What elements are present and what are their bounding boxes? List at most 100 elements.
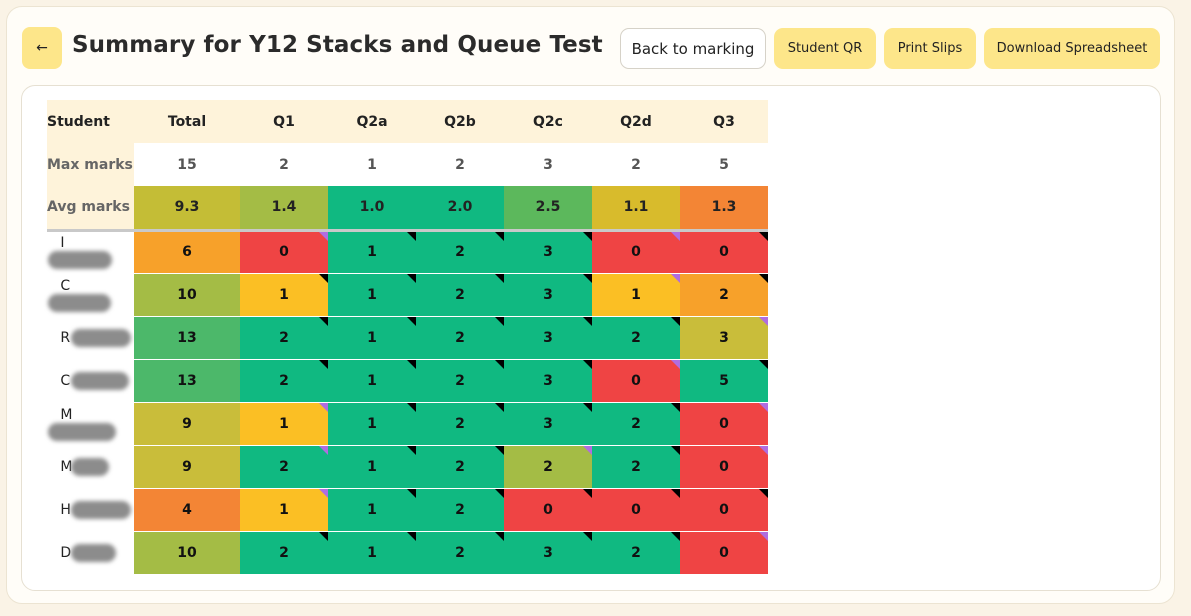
download-spreadsheet-button[interactable]: Download Spreadsheet <box>984 28 1160 69</box>
question-mark-cell[interactable]: 1 <box>328 230 416 274</box>
mark-value: 0 <box>279 244 289 260</box>
mark-value: 1 <box>367 286 377 303</box>
question-mark-cell[interactable]: 0 <box>680 402 768 446</box>
question-mark-cell[interactable]: 2 <box>592 531 680 575</box>
question-mark-cell[interactable]: 1 <box>328 531 416 575</box>
max-mark-cell: 2 <box>240 143 328 186</box>
max-mark-cell: 2 <box>592 143 680 186</box>
question-mark-cell[interactable]: 2 <box>592 402 680 446</box>
mark-value: 0 <box>719 544 729 561</box>
marked-flag-icon <box>671 445 680 455</box>
comment-flag-icon <box>759 531 768 541</box>
mark-value: 2 <box>279 372 289 389</box>
question-mark-cell[interactable]: 1 <box>240 488 328 532</box>
marked-flag-icon <box>319 359 328 369</box>
question-mark-cell[interactable]: 3 <box>504 316 592 360</box>
question-mark-cell[interactable]: 2 <box>416 230 504 274</box>
mark-value: 2 <box>631 415 641 432</box>
mark-value: 2 <box>631 544 641 561</box>
question-mark-cell[interactable]: 3 <box>680 316 768 360</box>
mark-value: 13 <box>177 329 197 346</box>
total-mark-cell: 9 <box>134 445 240 489</box>
mark-value: 2 <box>455 458 465 475</box>
question-mark-cell[interactable]: 1 <box>328 273 416 317</box>
student-row: H 4 1 1 2 0 0 0 <box>47 488 768 532</box>
student-qr-button[interactable]: Student QR <box>774 28 876 69</box>
comment-flag-icon <box>759 316 768 326</box>
mark-value: 10 <box>177 544 197 561</box>
question-mark-cell[interactable]: 2 <box>416 488 504 532</box>
question-mark-cell[interactable]: 1 <box>328 316 416 360</box>
redacted-name <box>48 293 111 312</box>
mark-value: 2 <box>719 286 729 303</box>
back-button[interactable]: ← <box>22 27 62 69</box>
mark-value: 1 <box>367 415 377 432</box>
question-mark-cell[interactable]: 0 <box>592 488 680 532</box>
question-mark-cell[interactable]: 0 <box>680 230 768 274</box>
question-mark-cell[interactable]: 2 <box>416 402 504 446</box>
mark-value: 0 <box>631 501 641 518</box>
max-marks-row: Max marks 15 2 1 2 3 2 5 <box>47 143 768 186</box>
mark-value: 2 <box>631 329 641 346</box>
total-mark-cell: 13 <box>134 316 240 360</box>
question-mark-cell[interactable]: 2 <box>592 445 680 489</box>
avg-mark-cell: 1.1 <box>592 186 680 232</box>
print-slips-button[interactable]: Print Slips <box>884 28 976 69</box>
question-mark-cell[interactable]: 0 <box>504 488 592 532</box>
question-mark-cell[interactable]: 0 <box>680 445 768 489</box>
question-mark-cell[interactable]: 2 <box>504 445 592 489</box>
mark-value: 9 <box>182 458 192 475</box>
redacted-name <box>71 328 132 347</box>
column-header-student: Student <box>47 100 134 143</box>
student-initial: M <box>60 406 73 423</box>
question-mark-cell[interactable]: 3 <box>504 531 592 575</box>
column-header-q2d: Q2d <box>592 100 680 143</box>
question-mark-cell[interactable]: 2 <box>416 531 504 575</box>
question-mark-cell[interactable]: 1 <box>328 402 416 446</box>
results-table: Student Total Q1 Q2a Q2b Q2c Q2d Q3 Max … <box>47 100 768 575</box>
student-row: C 13 2 1 2 3 0 5 <box>47 359 768 403</box>
question-mark-cell[interactable]: 2 <box>240 445 328 489</box>
back-to-marking-button[interactable]: Back to marking <box>620 28 766 69</box>
question-mark-cell[interactable]: 1 <box>240 402 328 446</box>
student-row: M 9 1 1 2 3 2 0 <box>47 402 768 446</box>
question-mark-cell[interactable]: 2 <box>416 316 504 360</box>
question-mark-cell[interactable]: 2 <box>592 316 680 360</box>
question-mark-cell[interactable]: 1 <box>328 445 416 489</box>
redacted-name <box>71 500 132 519</box>
question-mark-cell[interactable]: 2 <box>416 445 504 489</box>
avg-mark-cell: 1.4 <box>240 186 328 232</box>
student-row: C 10 1 1 2 3 1 2 <box>47 273 768 317</box>
mark-value: 2 <box>455 544 465 561</box>
question-mark-cell[interactable]: 2 <box>416 359 504 403</box>
question-mark-cell[interactable]: 2 <box>416 273 504 317</box>
question-mark-cell[interactable]: 3 <box>504 273 592 317</box>
question-mark-cell[interactable]: 0 <box>680 531 768 575</box>
student-name-cell: M <box>47 445 134 489</box>
question-mark-cell[interactable]: 3 <box>504 402 592 446</box>
mark-value: 3 <box>543 415 553 432</box>
question-mark-cell[interactable]: 0 <box>680 488 768 532</box>
marked-flag-icon <box>671 402 680 412</box>
header-row: Student Total Q1 Q2a Q2b Q2c Q2d Q3 <box>47 100 768 143</box>
question-mark-cell[interactable]: 1 <box>240 273 328 317</box>
question-mark-cell[interactable]: 3 <box>504 230 592 274</box>
question-mark-cell[interactable]: 1 <box>328 359 416 403</box>
back-arrow-icon: ← <box>36 40 48 56</box>
question-mark-cell[interactable]: 2 <box>240 359 328 403</box>
question-mark-cell[interactable]: 0 <box>592 230 680 274</box>
question-mark-cell[interactable]: 2 <box>240 531 328 575</box>
question-mark-cell[interactable]: 5 <box>680 359 768 403</box>
avg-mark-cell: 9.3 <box>134 186 240 232</box>
question-mark-cell[interactable]: 2 <box>240 316 328 360</box>
question-mark-cell[interactable]: 1 <box>592 273 680 317</box>
marked-flag-icon <box>407 531 416 541</box>
marked-flag-icon <box>583 488 592 498</box>
comment-flag-icon <box>671 273 680 283</box>
question-mark-cell[interactable]: 1 <box>328 488 416 532</box>
question-mark-cell[interactable]: 3 <box>504 359 592 403</box>
student-name-cell: H <box>47 488 134 532</box>
question-mark-cell[interactable]: 2 <box>680 273 768 317</box>
question-mark-cell[interactable]: 0 <box>592 359 680 403</box>
question-mark-cell[interactable]: 0 <box>240 230 328 274</box>
